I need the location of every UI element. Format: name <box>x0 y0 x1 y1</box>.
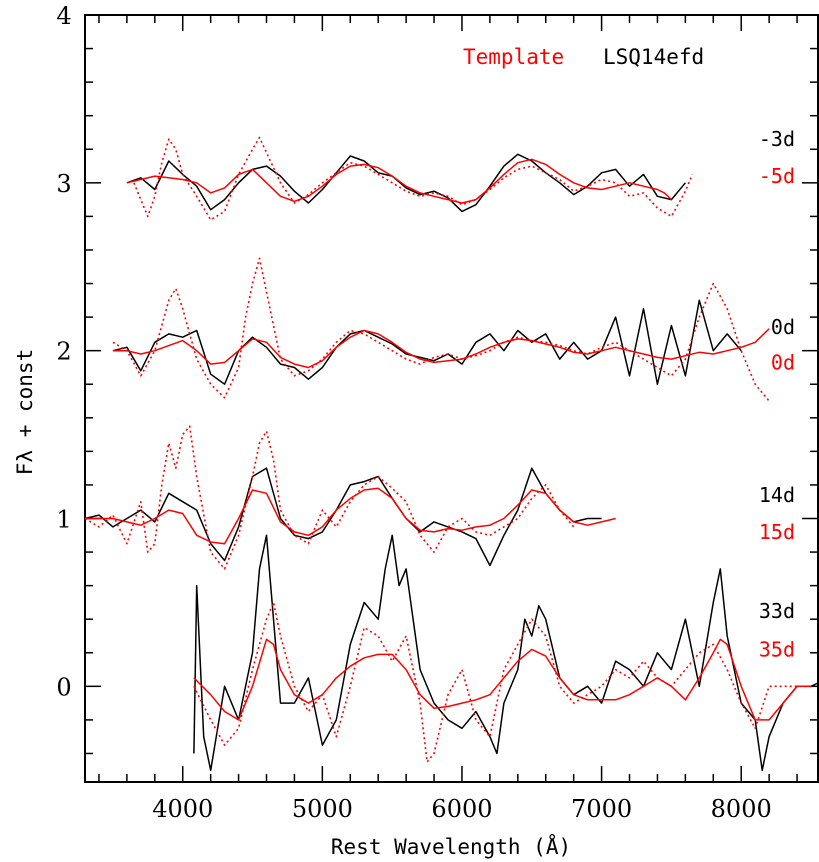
legend-template-label: Template <box>463 45 564 69</box>
series-line-6 <box>84 467 602 567</box>
axis-ticks <box>85 14 818 782</box>
x-tick-label: 7000 <box>571 795 632 823</box>
epoch-label: -5d <box>759 164 795 188</box>
x-axis-title: Rest Wavelength (Å) <box>331 833 571 859</box>
series-line-4 <box>112 328 770 369</box>
series-line-1 <box>126 158 672 204</box>
epoch-label: -3d <box>759 127 795 151</box>
epoch-label: 14d <box>759 483 795 507</box>
series-line-10 <box>193 638 811 721</box>
y-axis-title: Fλ + const <box>13 349 37 475</box>
epoch-label: 0d <box>771 350 795 374</box>
y-tick-label: 4 <box>56 2 71 30</box>
series-line-5 <box>112 257 770 402</box>
legend: Template LSQ14efd <box>463 45 704 69</box>
epoch-label: 15d <box>759 520 795 544</box>
series-line-0 <box>126 153 686 213</box>
legend-lsq14efd-label: LSQ14efd <box>603 45 704 69</box>
x-tick-label: 6000 <box>431 795 492 823</box>
series-line-2 <box>133 136 694 221</box>
x-tick-label: 5000 <box>292 795 353 823</box>
y-tick-label: 0 <box>56 673 71 701</box>
series-line-3 <box>112 299 742 385</box>
series-line-9 <box>193 534 819 772</box>
series-line-11 <box>193 601 811 763</box>
series-line-7 <box>85 487 616 545</box>
epoch-labels: -3d -5d 0d 0d 14d 15d 33d 35d <box>759 127 795 661</box>
epoch-label: 35d <box>759 637 795 661</box>
x-tick-label: 4000 <box>152 795 213 823</box>
series-layer <box>84 136 819 772</box>
x-tick-label: 8000 <box>711 795 772 823</box>
y-tick-label: 1 <box>56 506 71 534</box>
epoch-label: 33d <box>759 599 795 623</box>
y-tick-label: 3 <box>56 170 71 198</box>
epoch-label: 0d <box>771 315 795 339</box>
plot-frame <box>84 14 819 783</box>
series-line-8 <box>84 425 575 570</box>
y-tick-label: 2 <box>56 338 71 366</box>
tick-labels: 4000 5000 6000 7000 8000 0 1 2 3 4 <box>56 2 771 823</box>
